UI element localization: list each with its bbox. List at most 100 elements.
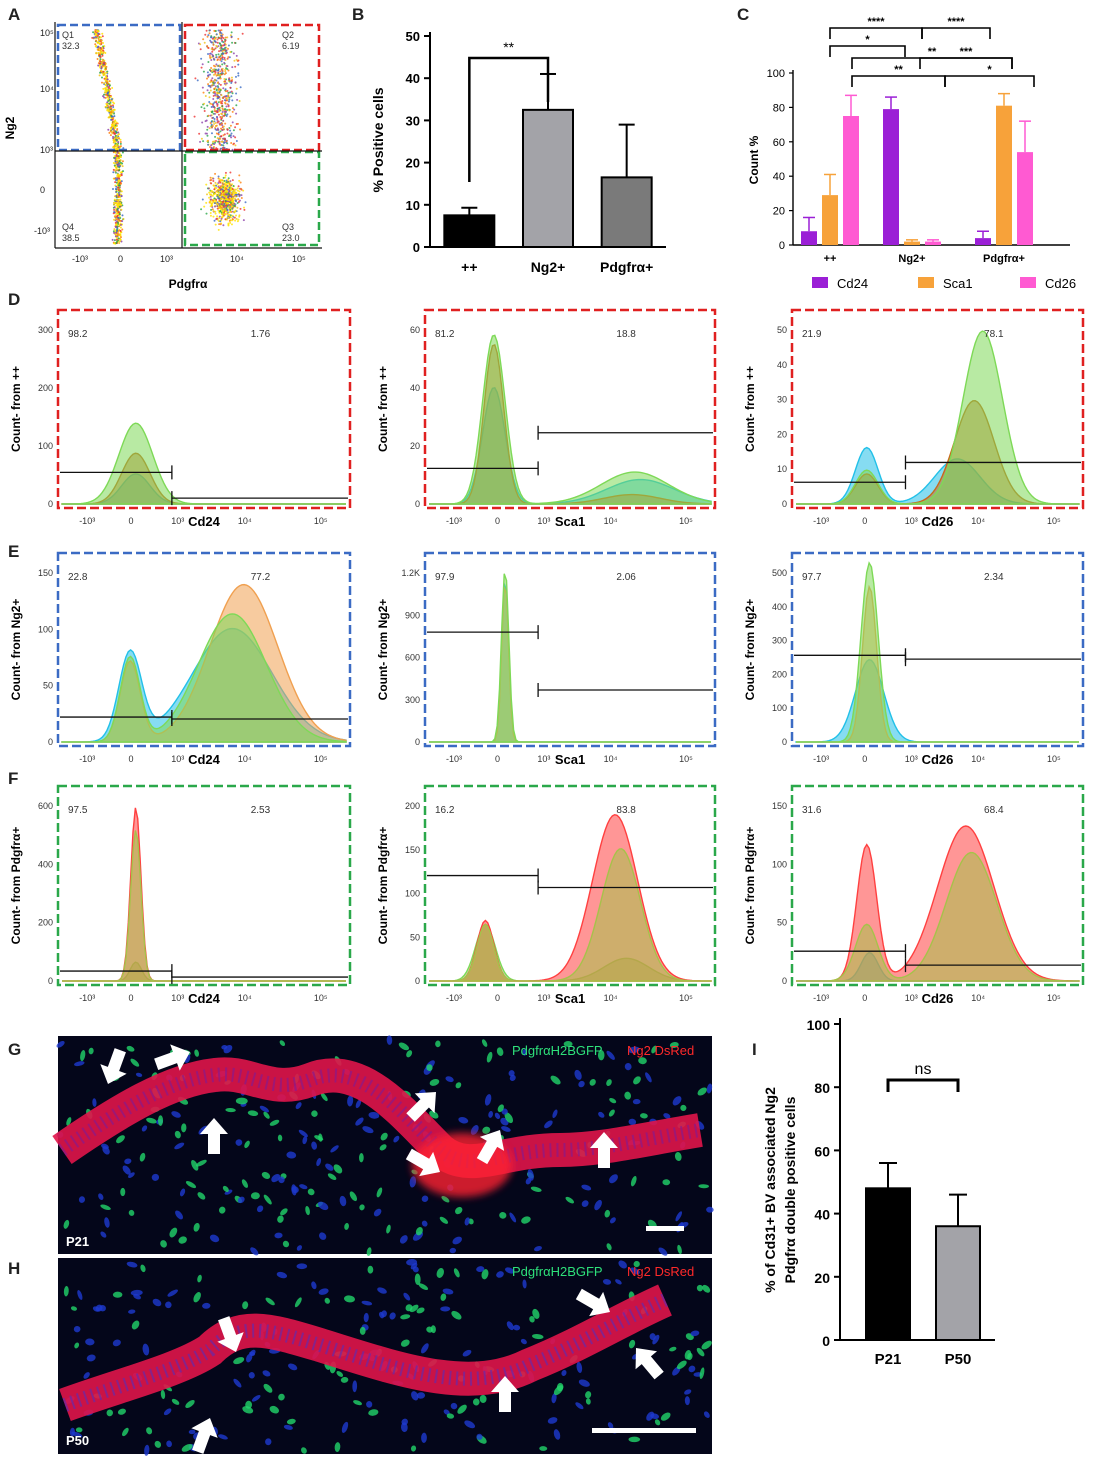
scatter-point xyxy=(104,84,107,87)
nucleus xyxy=(400,1339,410,1347)
histogram-curve xyxy=(429,586,711,743)
nucleus xyxy=(606,1079,612,1087)
bar-Cd26 xyxy=(1017,152,1033,245)
scatter-point xyxy=(222,190,225,193)
nucleus xyxy=(222,1185,229,1193)
nucleus xyxy=(359,1326,366,1335)
scatter-point xyxy=(217,228,220,231)
scatter-point xyxy=(217,29,220,32)
nucleus xyxy=(274,1232,283,1239)
scatter-point xyxy=(218,188,221,191)
scatter-point xyxy=(234,136,237,139)
gate-left-percent: 31.6 xyxy=(802,805,822,816)
scatter-point xyxy=(210,146,213,149)
scatter-point xyxy=(210,123,213,126)
scatter-point xyxy=(229,188,232,191)
scatter-point xyxy=(220,115,223,118)
scatter-point xyxy=(237,200,240,203)
scatter-point xyxy=(225,82,228,85)
scatter-point xyxy=(227,56,230,59)
scatter-point xyxy=(117,211,120,214)
scatter-point xyxy=(214,181,217,184)
scatter-point xyxy=(237,185,240,188)
bar-chart-c: 0 20 40 60 80 100 ++ Ng2+ Pdgfrα+ Count % Cd24 Sca1… xyxy=(747,16,1076,291)
scatter-point xyxy=(116,240,119,243)
scatter-point xyxy=(227,199,230,202)
nucleus xyxy=(288,1363,298,1371)
nucleus xyxy=(355,1117,364,1126)
scatter-point xyxy=(223,114,226,117)
scatter-point xyxy=(219,31,222,34)
scatter-point xyxy=(106,94,109,97)
nucleus xyxy=(527,1169,534,1181)
scatter-point xyxy=(112,111,115,114)
scatter-point xyxy=(219,59,222,62)
nucleus xyxy=(446,1413,455,1419)
nucleus xyxy=(298,1129,308,1138)
nucleus xyxy=(250,1247,259,1256)
x-tick-label: -10³ xyxy=(813,516,829,526)
panel-letter-h: H xyxy=(8,1259,20,1278)
scatter-point xyxy=(217,131,220,134)
nucleus xyxy=(654,1419,661,1426)
scatter-y-label: Ng2 xyxy=(3,116,17,139)
scatter-point xyxy=(114,219,117,222)
nucleus xyxy=(330,1145,339,1153)
scatter-point xyxy=(234,75,237,78)
scatter-point xyxy=(218,142,221,145)
scatter-point xyxy=(210,182,213,185)
scatter-point xyxy=(119,229,122,232)
scatter-point xyxy=(234,65,237,68)
panel-letter-e: E xyxy=(8,542,19,561)
scatter-point xyxy=(228,109,231,112)
nucleus xyxy=(418,1283,429,1290)
nucleus xyxy=(544,1120,553,1129)
scatter-point xyxy=(211,80,214,83)
nucleus xyxy=(556,1382,564,1392)
x-tick-label: -10³ xyxy=(79,516,95,526)
scatter-point xyxy=(209,200,212,203)
scatter-point xyxy=(231,92,234,95)
nucleus xyxy=(497,1104,504,1113)
scatter-point xyxy=(213,70,216,73)
nucleus xyxy=(295,1102,302,1110)
scatter-point xyxy=(200,66,203,69)
histogram-curve xyxy=(429,573,711,743)
nucleus xyxy=(250,1192,260,1200)
scatter-point xyxy=(114,229,117,232)
bar-Cd24 xyxy=(975,238,991,245)
y-tick-label: 10 xyxy=(777,464,787,474)
scatter-point xyxy=(211,50,214,53)
nucleus xyxy=(116,1135,125,1144)
nucleus xyxy=(449,1247,457,1254)
nucleus xyxy=(513,1324,521,1331)
nucleus xyxy=(347,1095,354,1107)
nucleus xyxy=(299,1184,308,1190)
nucleus xyxy=(638,1057,647,1065)
scatter-point xyxy=(217,101,220,104)
scatter-point xyxy=(226,47,229,50)
scatter-point xyxy=(218,90,221,93)
histogram-y-label: Count- from ++ xyxy=(376,366,390,452)
scatter-point xyxy=(221,210,224,213)
scatter-point xyxy=(203,110,206,113)
scatter-point xyxy=(205,183,208,186)
scatter-point xyxy=(220,207,223,210)
nucleus xyxy=(482,1126,491,1134)
scatter-point xyxy=(212,94,215,97)
nucleus xyxy=(618,1260,627,1269)
scatter-point xyxy=(114,160,117,163)
nucleus xyxy=(386,1224,391,1234)
scatter-point xyxy=(95,39,98,42)
scatter-point xyxy=(116,173,119,176)
scatter-point xyxy=(221,50,224,53)
scatter-point xyxy=(230,76,233,79)
scatter-point xyxy=(211,83,214,86)
scatter-point xyxy=(222,41,225,44)
scatter-point xyxy=(212,102,215,105)
x-tick-label: 10⁴ xyxy=(604,516,618,526)
scatter-point xyxy=(196,79,199,82)
nucleus xyxy=(409,1304,419,1313)
scatter-point xyxy=(214,71,217,74)
nucleus xyxy=(440,1306,451,1312)
